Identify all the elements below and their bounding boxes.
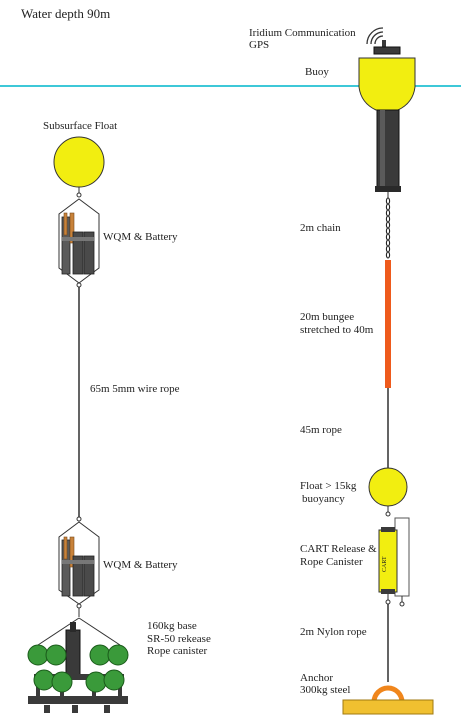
- nylon-label: 2m Nylon rope: [300, 626, 367, 638]
- iridium-label: Iridium Communication: [249, 27, 356, 39]
- buoy-label: Buoy: [305, 66, 329, 78]
- anchor-label-1: Anchor: [300, 672, 333, 684]
- signal-icon: [366, 27, 384, 45]
- bungee-label-2: stretched to 40m: [300, 324, 374, 336]
- subsurface-float: [53, 136, 105, 188]
- wqm-cage-lower: [58, 521, 100, 605]
- flotation-spheres: [27, 644, 129, 693]
- bungee-cord: [385, 260, 391, 388]
- float-label-2: buoyancy: [302, 493, 345, 505]
- base-label-3: Rope canister: [147, 645, 208, 657]
- gps-label: GPS: [249, 39, 270, 51]
- subsurface-float-label: Subsurface Float: [43, 120, 118, 132]
- anchor-plate: [342, 699, 434, 715]
- chain: [385, 197, 391, 259]
- diagram-title: Water depth 90m: [21, 6, 111, 21]
- cart-tag: CART: [382, 556, 388, 572]
- cart-label-2: Rope Canister: [300, 556, 363, 568]
- float-label-1: Float > 15kg: [300, 480, 357, 492]
- rope-label: 45m rope: [300, 424, 342, 436]
- wire-rope-label: 65m 5mm wire rope: [90, 383, 180, 395]
- wqm-lower-label: WQM & Battery: [103, 559, 178, 571]
- wqm-upper-label: WQM & Battery: [103, 231, 178, 243]
- cart-label-1: CART Release &: [300, 543, 377, 555]
- buoyancy-float: [368, 467, 408, 507]
- anchor-label-2: 300kg steel: [300, 684, 351, 696]
- base-label-1: 160kg base: [147, 620, 197, 632]
- cart-release: [378, 517, 410, 607]
- buoy-cap: [373, 46, 401, 55]
- surface-buoy: [358, 57, 416, 111]
- base-label-2: SR-50 rekease: [147, 633, 211, 645]
- wqm-cage-upper: [58, 198, 100, 284]
- bungee-label-1: 20m bungee: [300, 311, 355, 323]
- buoy-antenna-mast: [382, 40, 386, 48]
- base-frame: [28, 617, 128, 713]
- anchor-shackle: [371, 685, 405, 703]
- chain-label: 2m chain: [300, 222, 341, 234]
